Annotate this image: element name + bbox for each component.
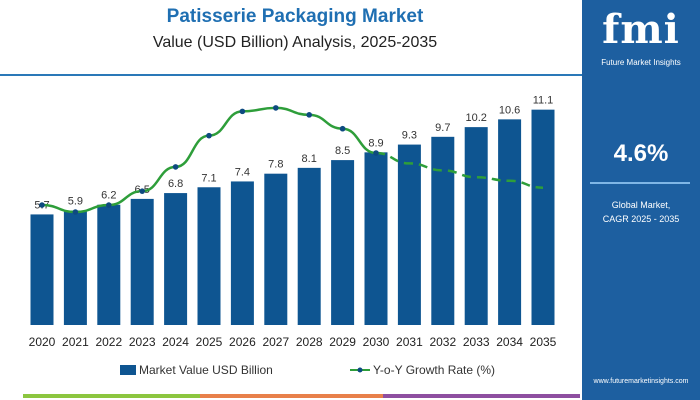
growth-point-2023 [139, 188, 145, 194]
x-tick-2031: 2031 [396, 335, 423, 349]
growth-point-2025 [206, 132, 212, 139]
growth-point-2027 [273, 105, 279, 111]
x-tick-2023: 2023 [129, 335, 156, 349]
growth-point-2026 [239, 108, 246, 115]
data-label-2022: 6.2 [101, 190, 116, 202]
bar-2024 [164, 193, 188, 325]
data-label-2027: 7.8 [268, 159, 283, 171]
cagr-value: 4.6% [613, 140, 669, 167]
header-divider [0, 74, 582, 76]
x-tick-2032: 2032 [429, 335, 456, 349]
x-tick-2022: 2022 [95, 335, 122, 349]
data-label-2026: 7.4 [235, 166, 250, 178]
growth-line-dashed [375, 151, 544, 189]
footer-strip-purple [383, 394, 580, 398]
legend-item-growth-rate: Y-o-Y Growth Rate (%) [350, 363, 495, 377]
data-label-2024: 6.8 [168, 178, 183, 190]
bar-2025 [197, 187, 221, 325]
bar-2023 [130, 198, 154, 325]
data-label-2028: 8.1 [302, 153, 317, 165]
bar-2034 [498, 119, 522, 325]
x-tick-2033: 2033 [463, 335, 490, 349]
x-tick-2021: 2021 [62, 335, 89, 349]
footer-strip-green [23, 394, 200, 398]
data-label-2030: 8.9 [368, 137, 383, 149]
chart-subtitle: Value (USD Billion) Analysis, 2025-2035 [152, 34, 438, 51]
growth-point-2030 [373, 150, 379, 156]
x-tick-2034: 2034 [496, 335, 523, 349]
growth-point-2021 [72, 209, 79, 215]
bar-2029 [331, 160, 355, 325]
line-marker-icon [350, 367, 370, 373]
legend-label: Y-o-Y Growth Rate (%) [373, 363, 496, 377]
bar-2026 [230, 181, 254, 325]
bar-2033 [464, 127, 488, 326]
legend-label: Market Value USD Billion [139, 363, 273, 377]
cagr-label-line2: CAGR 2025 - 2035 [602, 214, 680, 224]
bar-2020 [30, 214, 54, 325]
x-tick-2024: 2024 [162, 335, 189, 349]
chart-area: 5.720205.920216.220226.520236.820247.120… [29, 95, 557, 349]
growth-point-2024 [172, 164, 179, 170]
x-tick-2027: 2027 [262, 335, 289, 349]
logo-subtitle: Future Market Insights [601, 58, 681, 67]
cagr-label-line1: Global Market, [611, 200, 671, 210]
cagr-label: Global Market, CAGR 2025 - 2035 [582, 198, 700, 226]
growth-point-2022 [106, 202, 112, 208]
footer-strip-orange [200, 394, 383, 398]
data-label-2031: 9.3 [402, 130, 417, 142]
data-label-2029: 8.5 [335, 145, 350, 157]
x-tick-2026: 2026 [229, 335, 256, 349]
bar-2022 [97, 204, 121, 325]
data-label-2025: 7.1 [201, 172, 216, 184]
bar-2021 [63, 210, 87, 325]
bar-2030 [364, 152, 388, 325]
growth-point-2028 [306, 112, 313, 118]
panel-divider [590, 182, 690, 184]
data-label-2034: 10.6 [499, 104, 520, 116]
website-link[interactable]: www.futuremarketinsights.com [593, 378, 689, 385]
data-label-2033: 10.2 [465, 112, 486, 124]
fmi-logo: fmi [602, 6, 680, 53]
x-tick-2035: 2035 [530, 335, 557, 349]
bar-2032 [431, 136, 455, 325]
legend-item-market-value: Market Value USD Billion [120, 363, 273, 377]
data-label-2035: 11.1 [533, 95, 554, 107]
chart-title: Patisserie Packaging Market [166, 6, 424, 27]
bar-2035 [531, 109, 555, 325]
side-panel: fmi Future Market Insights 4.6% Global M… [582, 0, 700, 400]
bar-swatch-icon [120, 365, 136, 375]
x-tick-2029: 2029 [329, 335, 356, 349]
data-label-2021: 5.9 [68, 196, 83, 208]
x-tick-2030: 2030 [363, 335, 390, 349]
x-tick-2028: 2028 [296, 335, 323, 349]
bar-2027 [264, 173, 288, 325]
x-tick-2020: 2020 [29, 335, 56, 349]
x-tick-2025: 2025 [196, 335, 223, 349]
bar-2028 [297, 167, 321, 325]
growth-point-2029 [339, 125, 346, 132]
growth-point-2020 [39, 202, 45, 208]
data-label-2032: 9.7 [435, 122, 450, 134]
bar-2031 [397, 144, 421, 325]
